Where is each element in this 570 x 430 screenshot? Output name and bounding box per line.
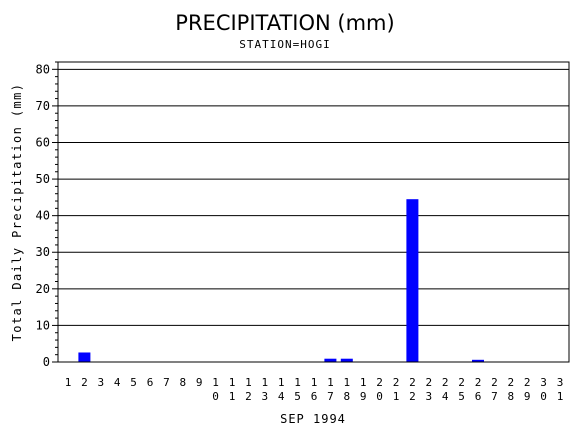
y-tick-label: 60 [36,135,50,149]
y-axis-label: Total Daily Precipitation (mm) [10,83,24,342]
chart-subtitle: STATION=HOGI [239,38,330,51]
y-tick-label: 10 [36,318,50,332]
y-tick-label: 0 [43,355,50,369]
x-tick-label: 6 [147,376,154,389]
y-tick-label: 30 [36,245,50,259]
plot-frame [57,61,570,363]
x-tick-label: 3 [97,376,104,389]
chart-title: PRECIPITATION (mm) [175,11,394,35]
bar [340,358,353,362]
y-tick-label: 50 [36,172,50,186]
x-tick-label: 2 [81,376,88,389]
y-tick-label: 70 [36,99,50,113]
x-tick-label: 9 [196,376,203,389]
bars [78,199,484,362]
x-tick-label: 7 [163,376,170,389]
x-tick-label: 1 [65,376,72,389]
bar [324,358,337,362]
y-tick-label: 20 [36,282,50,296]
bar [472,359,484,362]
bar [406,199,419,362]
y-tick-label: 40 [36,209,50,223]
y-axis-ticks: 0 10 20 30 40 50 60 70 80 [36,61,58,369]
y-tick-label: 80 [36,62,50,76]
gridlines [58,68,569,326]
bar [78,352,91,362]
x-axis-ticks: 1 2 3 4 5 6 7 8 9 1 01 11 21 31 41 51 61 71 81 92 02 12 22 32 42… [65,376,564,403]
x-tick-label: 8 [179,376,186,389]
x-axis-label: SEP 1994 [280,412,346,426]
x-tick-label: 4 [114,376,121,389]
x-tick-label: 5 [130,376,137,389]
